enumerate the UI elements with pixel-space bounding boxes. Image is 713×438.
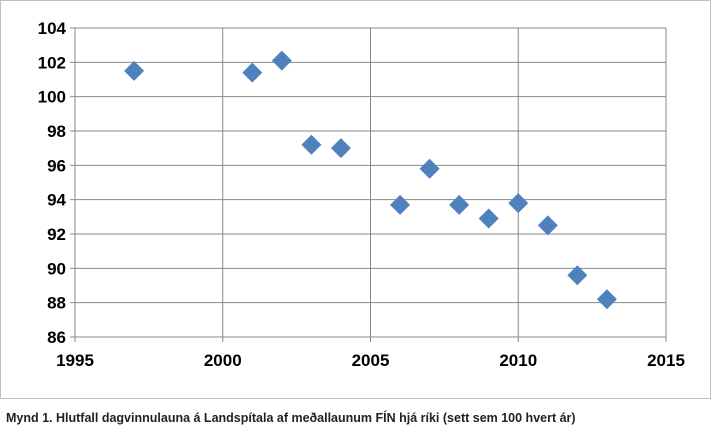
data-point-diamond: [419, 158, 440, 179]
data-point-diamond: [271, 50, 292, 71]
y-tick-label: 88: [47, 294, 66, 313]
scatter-chart: 1995 2000 2005 2010 2015 86 88 90 92 94 96 98 100 10…: [38, 19, 685, 370]
data-point-diamond: [537, 215, 558, 236]
x-tick-label: 1995: [56, 351, 94, 370]
data-points: [124, 50, 617, 310]
data-point-diamond: [567, 265, 588, 286]
data-point-diamond: [449, 194, 470, 215]
data-point-diamond: [242, 62, 263, 83]
y-tick-label: 96: [47, 156, 66, 175]
axes: [70, 27, 667, 342]
x-tick-label: 2000: [204, 351, 242, 370]
y-tick-label: 98: [47, 122, 66, 141]
data-point-diamond: [301, 134, 322, 155]
x-tick-label: 2005: [352, 351, 390, 370]
y-tick-label: 94: [47, 191, 66, 210]
y-tick-label: 100: [38, 88, 66, 107]
y-tick-label: 92: [47, 225, 66, 244]
figure-caption: Mynd 1. Hlutfall dagvinnulauna á Landspí…: [6, 411, 576, 425]
x-tick-label: 2015: [647, 351, 685, 370]
y-tick-label: 90: [47, 259, 66, 278]
y-tick-label: 104: [38, 19, 67, 38]
data-point-diamond: [596, 289, 617, 310]
x-axis-ticks: 1995 2000 2005 2010 2015: [56, 351, 685, 370]
data-point-diamond: [508, 193, 529, 214]
chart-frame: 1995 2000 2005 2010 2015 86 88 90 92 94 96 98 100 10…: [0, 0, 711, 399]
x-tick-label: 2010: [499, 351, 537, 370]
data-point-diamond: [478, 208, 499, 229]
y-tick-label: 102: [38, 53, 66, 72]
y-axis-ticks: 86 88 90 92 94 96 98 100 102 104: [38, 19, 67, 347]
data-point-diamond: [330, 138, 351, 159]
data-point-diamond: [390, 194, 411, 215]
y-tick-label: 86: [47, 328, 66, 347]
data-point-diamond: [124, 60, 145, 81]
gridlines: [74, 27, 667, 338]
